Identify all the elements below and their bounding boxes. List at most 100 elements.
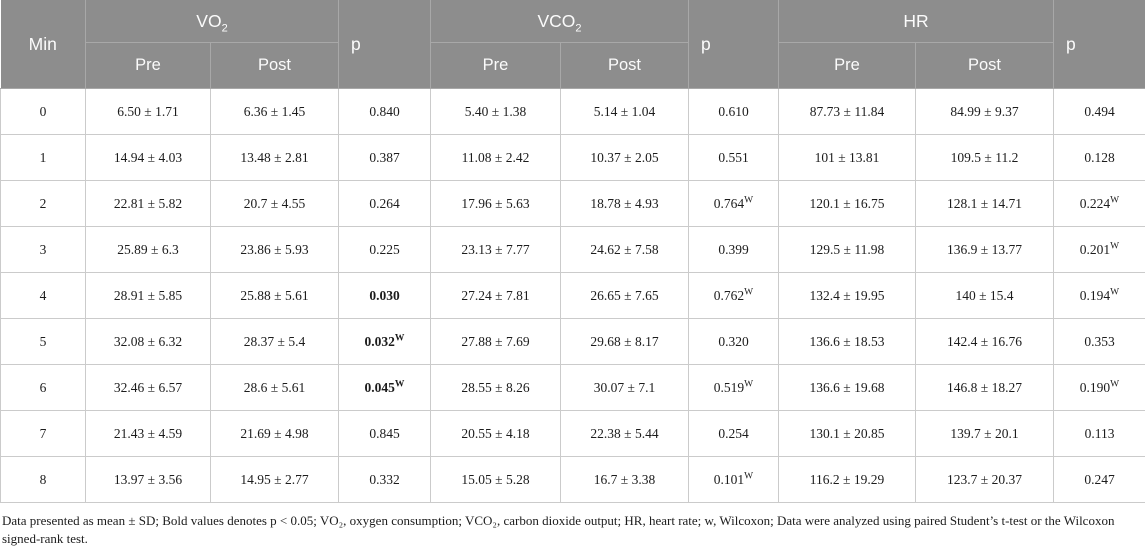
hr-p-cell: 0.353 <box>1053 318 1145 365</box>
hr-p-cell: 0.201W <box>1053 226 1145 273</box>
header-vco2-post: Post <box>560 42 690 89</box>
hr-p-cell: 0.194W <box>1053 272 1145 319</box>
hr-post-cell: 136.9 ± 13.77 <box>915 226 1055 273</box>
vco2-p-cell: 0.320 <box>688 318 780 365</box>
header-vo2-pre: Pre <box>85 42 211 89</box>
vco2-p-cell: 0.610 <box>688 88 780 135</box>
table-row: 2 22.81 ± 5.82 20.7 ± 4.55 0.264 17.96 ± 5.6… <box>0 180 1145 227</box>
vo2-p-cell: 0.332 <box>338 456 432 503</box>
hr-post-cell: 140 ± 15.4 <box>915 272 1055 319</box>
hr-post-cell: 128.1 ± 14.71 <box>915 180 1055 227</box>
vco2-p-cell: 0.519W <box>688 364 780 411</box>
vo2-pre-cell: 32.08 ± 6.32 <box>85 318 211 365</box>
table-row: 3 25.89 ± 6.3 23.86 ± 5.93 0.225 23.13 ± 7.7… <box>0 226 1145 273</box>
vo2-p-cell: 0.387 <box>338 134 432 181</box>
vo2-pre-cell: 13.97 ± 3.56 <box>85 456 211 503</box>
header-vo2-subscript: 2 <box>221 22 228 34</box>
hr-pre-cell: 132.4 ± 19.95 <box>778 272 917 319</box>
hr-pre-cell: 136.6 ± 19.68 <box>778 364 917 411</box>
hr-post-cell: 142.4 ± 16.76 <box>915 318 1055 365</box>
min-cell: 8 <box>0 456 86 503</box>
vco2-p-cell: 0.551 <box>688 134 780 181</box>
hr-pre-cell: 87.73 ± 11.84 <box>778 88 917 135</box>
vco2-post-cell: 18.78 ± 4.93 <box>560 180 690 227</box>
table-row: 7 21.43 ± 4.59 21.69 ± 4.98 0.845 20.55 ± 4.… <box>0 410 1145 457</box>
header-group-row: Min VO2 p VCO2 p HR p <box>0 0 1145 89</box>
vo2-post-cell: 13.48 ± 2.81 <box>209 134 340 181</box>
vco2-post-cell: 10.37 ± 2.05 <box>560 134 690 181</box>
header-hr-post: Post <box>915 42 1055 89</box>
vo2-p-cell: 0.045W <box>338 364 432 411</box>
vco2-post-cell: 29.68 ± 8.17 <box>560 318 690 365</box>
vco2-post-cell: 22.38 ± 5.44 <box>560 410 690 457</box>
vco2-post-cell: 26.65 ± 7.65 <box>560 272 690 319</box>
header-vo2-label: VO <box>196 10 222 31</box>
wilcoxon-marker: W <box>744 471 754 481</box>
hr-post-cell: 84.99 ± 9.37 <box>915 88 1055 135</box>
vo2-p-cell: 0.225 <box>338 226 432 273</box>
vo2-pre-cell: 14.94 ± 4.03 <box>85 134 211 181</box>
wilcoxon-marker: W <box>1110 379 1120 389</box>
table-row: 6 32.46 ± 6.57 28.6 ± 5.61 0.045W 28.55 ± 8.… <box>0 364 1145 411</box>
header-sub-row: Pre Post Pre Post Pre Post <box>1 42 1145 89</box>
wilcoxon-marker: W <box>394 333 405 343</box>
hr-post-cell: 146.8 ± 18.27 <box>915 364 1055 411</box>
table-header: Min VO2 p VCO2 p HR p Pre Post Pre Post … <box>0 0 1145 89</box>
min-cell: 4 <box>0 272 86 319</box>
vco2-pre-cell: 11.08 ± 2.42 <box>430 134 562 181</box>
vo2-p-cell: 0.032W <box>338 318 432 365</box>
hr-pre-cell: 120.1 ± 16.75 <box>778 180 917 227</box>
header-vco2-pre: Pre <box>430 42 562 89</box>
header-hr-label: HR <box>903 10 929 31</box>
wilcoxon-marker: W <box>1110 287 1120 297</box>
header-p-hr: p <box>1053 0 1145 89</box>
vo2-post-cell: 28.6 ± 5.61 <box>209 364 340 411</box>
min-cell: 7 <box>0 410 86 457</box>
vo2-pre-cell: 25.89 ± 6.3 <box>85 226 211 273</box>
hr-p-cell: 0.494 <box>1053 88 1145 135</box>
vo2-post-cell: 28.37 ± 5.4 <box>209 318 340 365</box>
hr-pre-cell: 116.2 ± 19.29 <box>778 456 917 503</box>
vco2-pre-cell: 20.55 ± 4.18 <box>430 410 562 457</box>
vo2-p-cell: 0.030 <box>338 272 432 319</box>
vco2-pre-cell: 5.40 ± 1.38 <box>430 88 562 135</box>
wilcoxon-marker: W <box>1110 195 1120 205</box>
header-p-vo2: p <box>338 0 432 89</box>
vo2-post-cell: 14.95 ± 2.77 <box>209 456 340 503</box>
vo2-post-cell: 21.69 ± 4.98 <box>209 410 340 457</box>
vo2-post-cell: 23.86 ± 5.93 <box>209 226 340 273</box>
vco2-pre-cell: 28.55 ± 8.26 <box>430 364 562 411</box>
wilcoxon-marker: W <box>744 287 754 297</box>
wilcoxon-marker: W <box>1110 241 1120 251</box>
table-row: 0 6.50 ± 1.71 6.36 ± 1.45 0.840 5.40 ± 1.38 5… <box>0 88 1145 135</box>
hr-p-cell: 0.113 <box>1053 410 1145 457</box>
hr-post-cell: 123.7 ± 20.37 <box>915 456 1055 503</box>
min-cell: 3 <box>0 226 86 273</box>
vco2-p-cell: 0.762W <box>688 272 780 319</box>
hr-pre-cell: 136.6 ± 18.53 <box>778 318 917 365</box>
vco2-pre-cell: 23.13 ± 7.77 <box>430 226 562 273</box>
min-cell: 6 <box>0 364 86 411</box>
wilcoxon-marker: W <box>394 379 405 389</box>
table-row: 1 14.94 ± 4.03 13.48 ± 2.81 0.387 11.08 ± 2.… <box>0 134 1145 181</box>
header-vco2-label: VCO <box>537 10 576 31</box>
min-cell: 5 <box>0 318 86 365</box>
header-vco2-subscript: 2 <box>575 22 582 34</box>
header-vo2: VO2 <box>84 0 340 43</box>
wilcoxon-marker: W <box>744 195 754 205</box>
vco2-pre-cell: 17.96 ± 5.63 <box>430 180 562 227</box>
vco2-post-cell: 16.7 ± 3.38 <box>560 456 690 503</box>
vo2-pre-cell: 32.46 ± 6.57 <box>85 364 211 411</box>
hr-p-cell: 0.247 <box>1053 456 1145 503</box>
hr-p-cell: 0.224W <box>1053 180 1145 227</box>
vo2-pre-cell: 21.43 ± 4.59 <box>85 410 211 457</box>
min-cell: 1 <box>0 134 86 181</box>
hr-pre-cell: 130.1 ± 20.85 <box>778 410 917 457</box>
vo2-p-cell: 0.845 <box>338 410 432 457</box>
vco2-post-cell: 30.07 ± 7.1 <box>560 364 690 411</box>
header-min: Min <box>0 0 86 89</box>
vco2-p-cell: 0.399 <box>688 226 780 273</box>
vo2-p-cell: 0.840 <box>338 88 432 135</box>
vo2-post-cell: 25.88 ± 5.61 <box>209 272 340 319</box>
vo2-pre-cell: 6.50 ± 1.71 <box>85 88 211 135</box>
